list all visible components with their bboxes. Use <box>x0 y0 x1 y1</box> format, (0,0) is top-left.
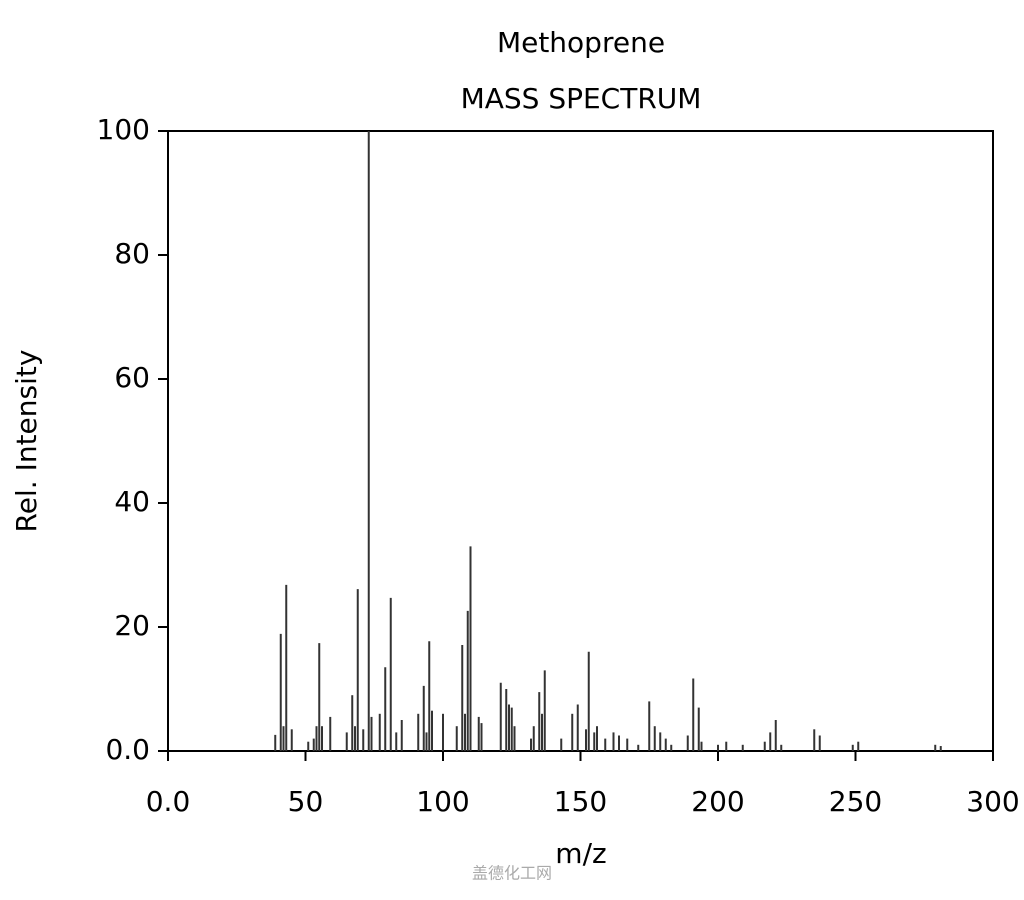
y-tick-label: 0.0 <box>105 733 150 766</box>
x-tick-label: 100 <box>416 785 469 818</box>
y-tick-label: 40 <box>114 485 150 518</box>
x-axis-title: m/z <box>555 837 606 870</box>
chart-subtitle: MASS SPECTRUM <box>461 82 702 115</box>
plot-frame <box>167 130 994 752</box>
x-tick-label: 300 <box>966 785 1019 818</box>
y-tick-label: 80 <box>114 237 150 270</box>
x-tick-label: 50 <box>288 785 324 818</box>
x-tick-label: 250 <box>829 785 882 818</box>
x-tick-label: 150 <box>554 785 607 818</box>
y-tick-label: 60 <box>114 361 150 394</box>
chart-title: Methoprene <box>497 26 665 59</box>
x-tick-label: 200 <box>691 785 744 818</box>
watermark: 盖德化工网 <box>472 864 552 883</box>
x-tick-label: 0.0 <box>146 785 191 818</box>
y-tick-label: 20 <box>114 609 150 642</box>
y-tick-label: 100 <box>97 113 150 146</box>
y-axis-title: Rel. Intensity <box>10 350 43 533</box>
